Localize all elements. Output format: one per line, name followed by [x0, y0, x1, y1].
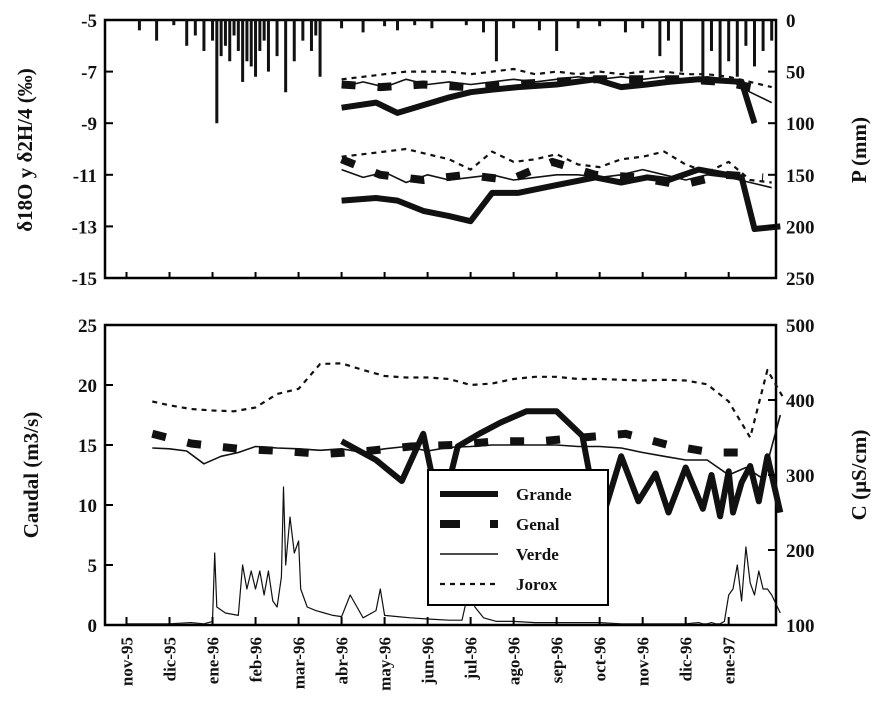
y-tick-label: 20 [78, 376, 97, 397]
x-tick-label: ene-97 [720, 637, 739, 685]
y-tick-label: 10 [78, 496, 97, 517]
y-tick-label: 0 [88, 616, 98, 637]
x-tick-label: mar-96 [290, 637, 309, 689]
y-tick-label: -7 [81, 63, 97, 84]
y-tick-label: 300 [786, 466, 815, 487]
y-tick-label: 0 [786, 11, 796, 32]
top-left-axis-title: δ18O y δ2H/4 (‰) [13, 68, 37, 232]
y-tick-label: 250 [786, 269, 815, 290]
series-line-jorox [341, 67, 772, 89]
legend-label: Verde [516, 545, 559, 564]
x-axis-ticks: nov-95 dic-95 ene-96 feb-96 mar-96 abr-96 may-… [118, 272, 739, 691]
y-tick-label: -15 [72, 269, 97, 290]
x-tick-label: nov-95 [118, 637, 137, 686]
x-tick-label: ene-96 [204, 637, 223, 684]
x-tick-label: feb-96 [247, 637, 266, 682]
top-axis-ticks: -5 -7 -9 -11 -13 -15 0 50 100 150 200 250 [72, 11, 815, 290]
legend: Grande Genal Verde Jorox [427, 469, 609, 606]
legend-label: Genal [516, 515, 560, 534]
top-panel-frame [103, 18, 778, 280]
series-line-genal [151, 429, 746, 458]
y-tick-label: -13 [72, 217, 97, 238]
bottom-left-axis-title: Caudal (m3/s) [19, 412, 43, 539]
x-tick-label: dic-96 [677, 637, 696, 681]
y-tick-label: 200 [786, 541, 815, 562]
top-right-axis-title: P (mm) [847, 117, 871, 183]
series-line-grande [341, 166, 781, 232]
legend-label: Grande [516, 485, 572, 504]
series-line-jorox [341, 147, 772, 184]
series-line-verde [341, 76, 773, 104]
series-line-verde [341, 168, 772, 189]
x-tick-label: abr-96 [333, 637, 352, 685]
y-tick-label: 50 [786, 63, 805, 84]
legend-box [427, 469, 609, 606]
y-tick-label: -5 [81, 11, 97, 32]
y-tick-label: 5 [88, 556, 98, 577]
y-tick-label: 500 [786, 316, 815, 337]
legend-label: Jorox [516, 575, 558, 594]
x-tick-label: dic-95 [161, 637, 180, 681]
series-line-caudal [126, 486, 781, 625]
y-tick-label: 400 [786, 391, 815, 412]
y-tick-label: 15 [78, 436, 97, 457]
bottom-right-axis-title: C (μS/cm) [847, 430, 871, 521]
series-line-jorox [152, 362, 786, 439]
y-tick-label: 100 [786, 616, 815, 637]
y-tick-label: -11 [73, 166, 97, 187]
isotope-series [340, 67, 781, 232]
precipitation-bars [137, 20, 774, 124]
y-tick-label: -9 [81, 114, 97, 135]
bottom-axis-ticks: 0 5 10 15 20 25 100 200 300 400 500 [78, 316, 815, 637]
x-tick-label: may-96 [376, 637, 395, 691]
x-tick-label: ago-96 [505, 637, 524, 685]
series-line-verde [152, 414, 782, 480]
x-tick-label: jun-96 [419, 637, 438, 685]
y-tick-label: 100 [786, 114, 815, 135]
y-tick-label: 25 [78, 316, 97, 337]
x-tick-label: jul-96 [462, 637, 481, 681]
x-tick-label: sep-96 [548, 637, 567, 683]
y-tick-label: 150 [786, 166, 815, 187]
series-line-grande [341, 76, 758, 125]
y-tick-label: 200 [786, 217, 815, 238]
x-tick-label: oct-96 [591, 637, 610, 681]
series-line-genal [340, 155, 764, 190]
x-tick-label: nov-96 [634, 637, 653, 686]
